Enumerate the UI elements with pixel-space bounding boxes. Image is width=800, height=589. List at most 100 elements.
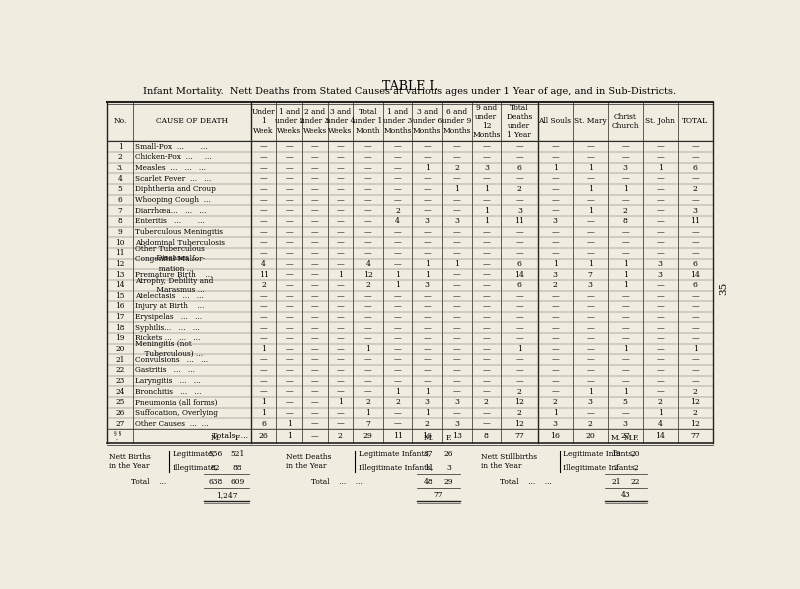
Text: Illegitimate Infants,: Illegitimate Infants, [358,464,433,472]
Text: 2: 2 [517,388,522,396]
Text: —: — [337,366,344,375]
Text: —: — [656,366,664,375]
Text: —: — [337,345,344,353]
Text: —: — [286,239,293,247]
Text: 24: 24 [115,388,125,396]
Text: —: — [691,175,699,183]
Text: Meningitis (not
    Tuberculous) ...: Meningitis (not Tuberculous) ... [135,340,203,358]
Text: —: — [515,356,523,364]
Text: —: — [311,196,318,204]
Text: 20: 20 [585,432,595,440]
Text: —: — [621,377,629,385]
Text: —: — [260,186,267,193]
Text: —: — [551,303,559,310]
Text: —: — [621,303,629,310]
Text: 6: 6 [517,260,522,268]
Text: 3: 3 [454,398,459,406]
Text: —: — [656,239,664,247]
Text: 8: 8 [622,217,627,226]
Text: —: — [337,335,344,342]
Text: —: — [286,398,293,406]
Text: —: — [364,175,372,183]
Text: 1 and
under 3
Months: 1 and under 3 Months [383,108,412,135]
Text: —: — [423,249,431,257]
Text: —: — [260,207,267,214]
Text: 6: 6 [693,260,698,268]
Text: 11: 11 [115,249,125,257]
Text: —: — [515,228,523,236]
Text: 3: 3 [517,207,522,214]
Text: —: — [621,409,629,417]
Text: —: — [337,228,344,236]
Text: —: — [311,432,318,440]
Text: 3: 3 [553,217,558,226]
Text: —: — [394,366,402,375]
Text: Diphtheria and Croup: Diphtheria and Croup [135,186,216,193]
Text: —: — [260,164,267,172]
Text: —: — [656,196,664,204]
Text: —: — [364,324,372,332]
Text: 3: 3 [425,281,430,289]
Text: 1: 1 [587,388,593,396]
Text: Illegitimate Infants,: Illegitimate Infants, [563,464,638,472]
Text: —: — [364,217,372,226]
Text: Total
under 1
Month: Total under 1 Month [354,108,382,135]
Text: —: — [394,228,402,236]
Text: 6: 6 [517,164,522,172]
Text: 4: 4 [118,175,122,183]
Text: —: — [586,143,594,151]
Text: —: — [337,324,344,332]
Text: 6 and
under 9
Months: 6 and under 9 Months [442,108,471,135]
Text: —: — [394,196,402,204]
Text: —: — [337,164,344,172]
Text: 12: 12 [690,419,700,428]
Text: —: — [482,388,490,396]
Text: 2 and
under 3
Weeks: 2 and under 3 Weeks [300,108,330,135]
Text: 2: 2 [517,186,522,193]
Text: —: — [337,207,344,214]
Text: St. Mary: St. Mary [574,117,606,125]
Text: 1: 1 [454,186,459,193]
Text: —: — [260,292,267,300]
Text: —: — [260,228,267,236]
Text: —: — [586,356,594,364]
Text: —: — [656,143,664,151]
Text: 1: 1 [553,409,558,417]
Text: 1,247: 1,247 [216,491,238,499]
Text: —: — [656,324,664,332]
Text: —: — [394,153,402,161]
Text: —: — [337,292,344,300]
Text: —: — [551,186,559,193]
Text: —: — [423,324,431,332]
Text: Other Causes  ...  ...: Other Causes ... ... [135,419,209,428]
Text: —: — [286,143,293,151]
Text: —: — [286,324,293,332]
Text: 14: 14 [115,281,125,289]
Text: —: — [423,303,431,310]
Text: —: — [364,303,372,310]
Text: —: — [394,335,402,342]
Text: 16: 16 [422,432,432,440]
Text: ,: , [116,436,118,441]
Text: 1: 1 [366,345,370,353]
Text: —: — [586,303,594,310]
Text: —: — [260,335,267,342]
Text: 1: 1 [286,419,292,428]
Text: —: — [621,228,629,236]
Text: —: — [311,345,318,353]
Text: —: — [337,175,344,183]
Text: —: — [482,270,490,279]
Text: Legitimate Infants,: Legitimate Infants, [563,451,634,458]
Text: —: — [260,356,267,364]
Text: —: — [453,345,461,353]
Text: Total    ...    ...: Total ... ... [500,478,552,485]
Text: —: — [260,143,267,151]
Text: 2: 2 [261,281,266,289]
Text: 1: 1 [261,409,266,417]
Text: —: — [691,196,699,204]
Text: —: — [337,249,344,257]
Text: —: — [551,228,559,236]
Text: Other Tuberculous
         Diseases ...: Other Tuberculous Diseases ... [135,244,205,262]
Text: 26: 26 [444,451,453,458]
Text: —: — [586,239,594,247]
